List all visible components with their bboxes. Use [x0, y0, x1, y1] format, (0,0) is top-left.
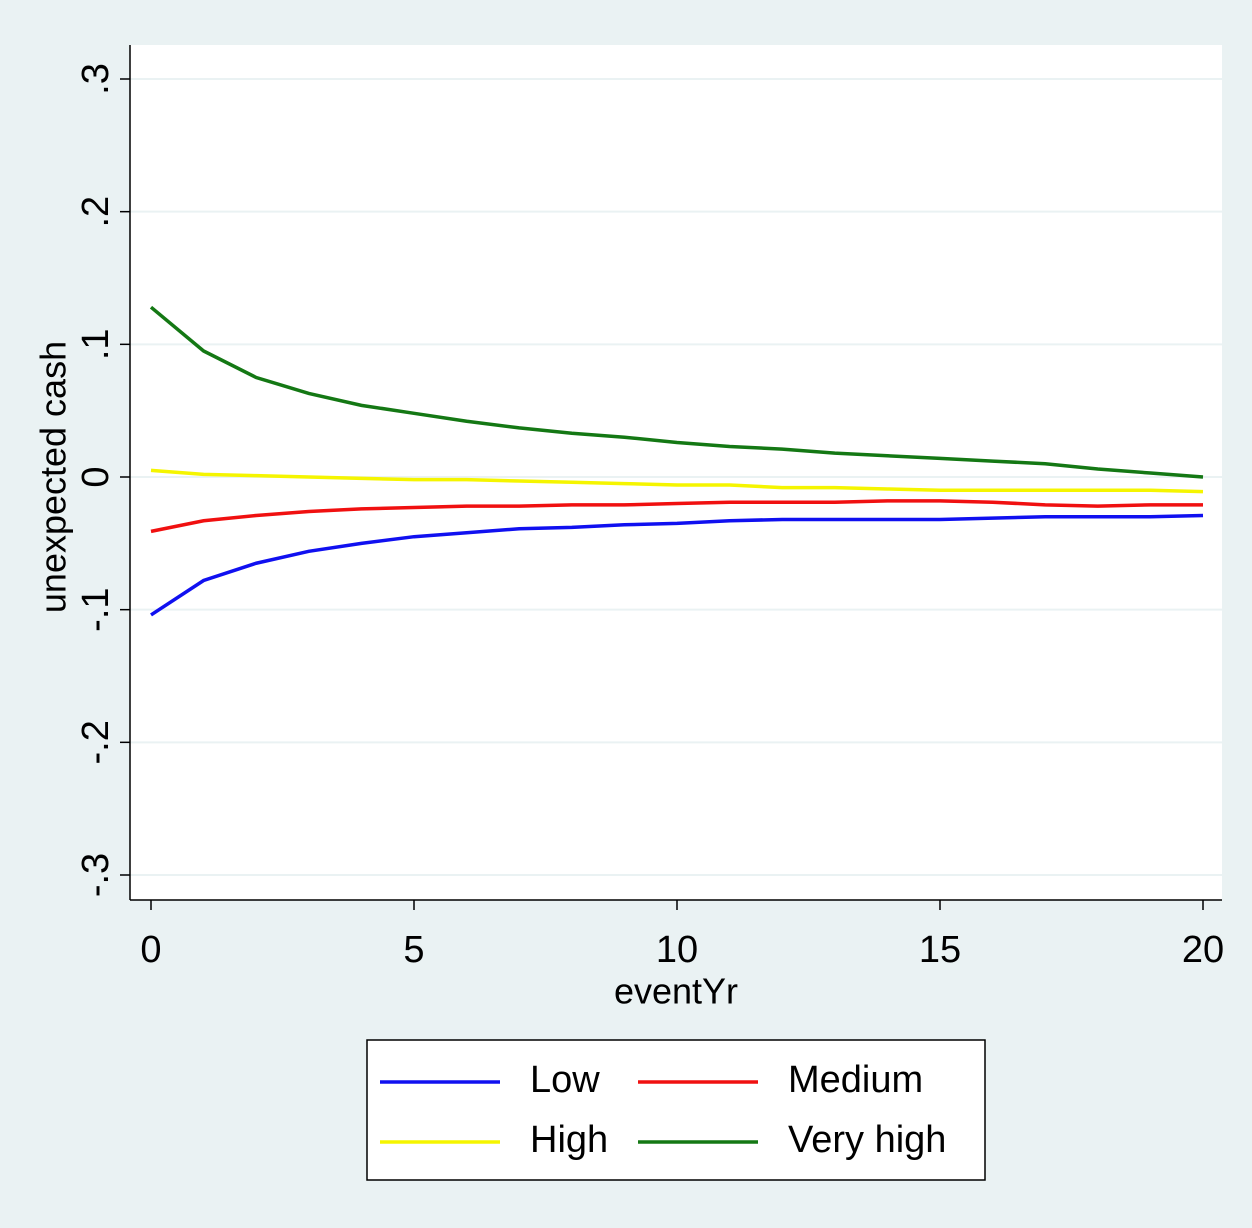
- y-axis-label: unexpected cash: [33, 341, 74, 613]
- x-tick-label: 15: [919, 929, 961, 971]
- x-axis-label: eventYr: [614, 971, 738, 1012]
- y-tick-label: -.3: [75, 853, 117, 897]
- y-tick-label: -.2: [75, 720, 117, 764]
- data-line: [150, 468, 1204, 494]
- legend: [366, 1039, 986, 1181]
- legend-label: Medium: [788, 1059, 923, 1101]
- x-tick-label: 0: [140, 929, 161, 971]
- legend-label: Low: [530, 1059, 600, 1101]
- data-line: [149, 305, 1204, 479]
- x-tick-label: 5: [403, 929, 424, 971]
- plot-area: [130, 45, 1222, 900]
- data-line: [150, 499, 1203, 534]
- y-tick-label: .2: [75, 196, 117, 228]
- y-tick-label: .1: [75, 328, 117, 360]
- x-tick-label: 20: [1182, 929, 1224, 971]
- y-tick-label: .3: [75, 63, 117, 95]
- legend-label: High: [530, 1119, 608, 1161]
- legend-label: Very high: [788, 1119, 946, 1161]
- y-tick-label: -.1: [75, 587, 117, 631]
- y-tick-label: 0: [75, 466, 117, 487]
- data-line: [150, 513, 1204, 617]
- x-tick-label: 10: [656, 929, 698, 971]
